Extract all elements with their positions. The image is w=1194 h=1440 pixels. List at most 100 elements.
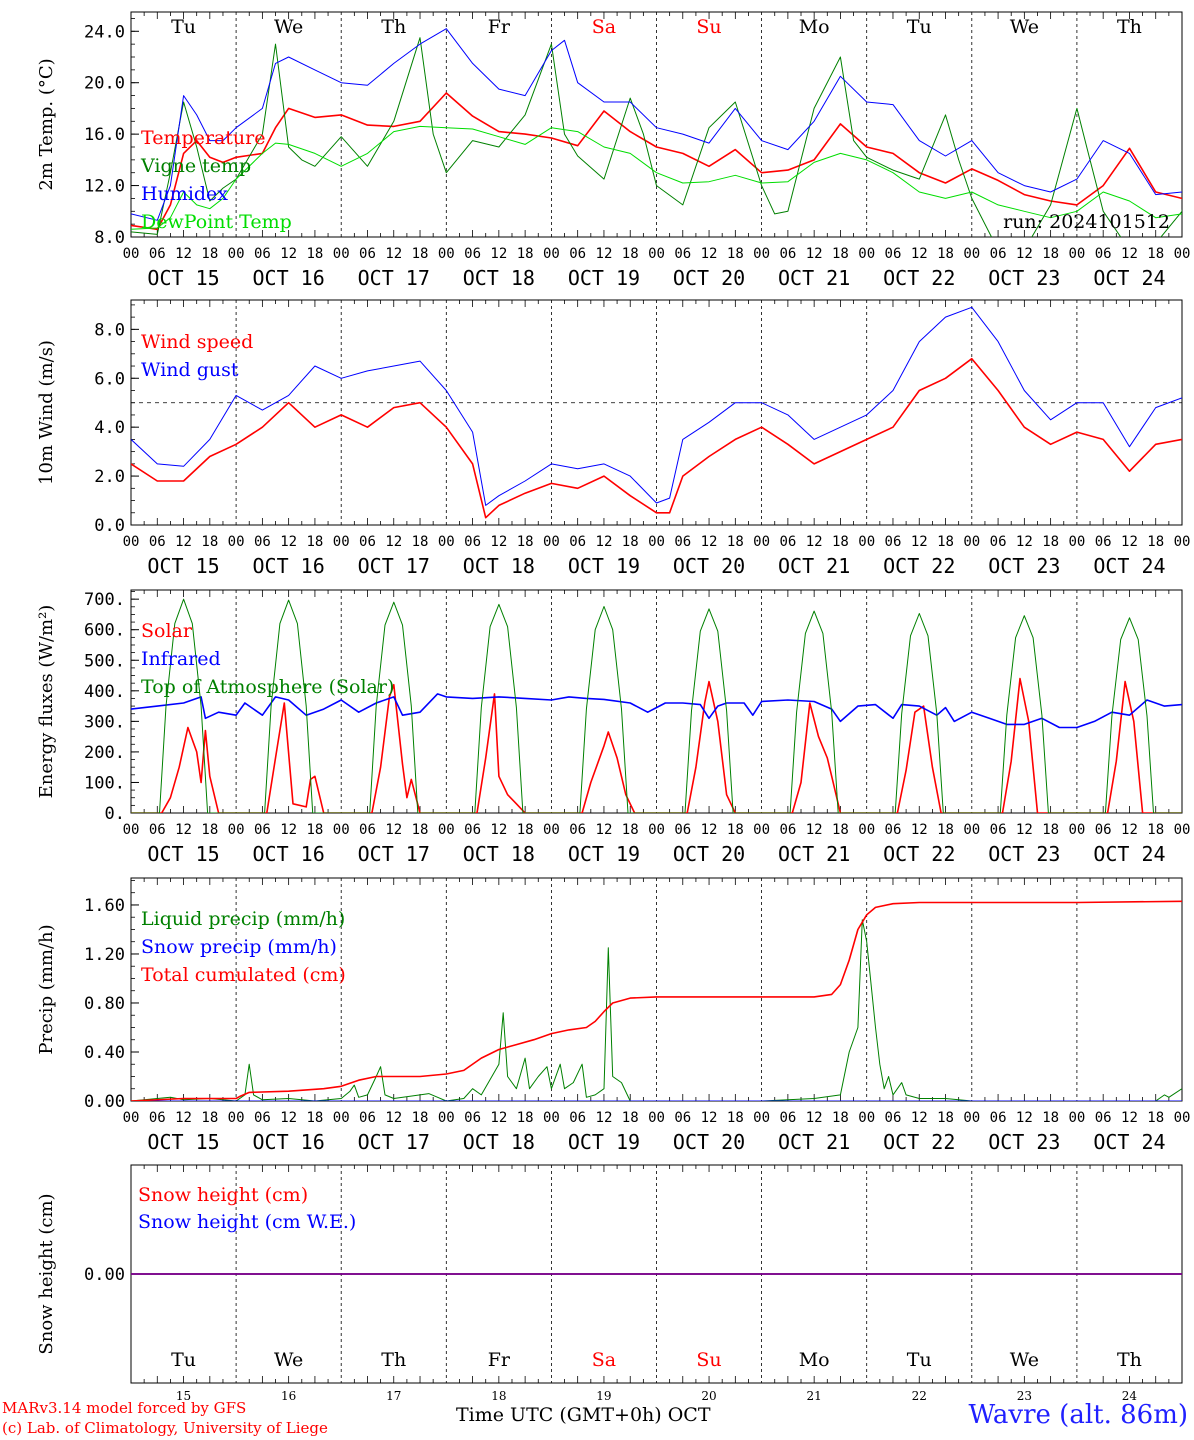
series-line-vigne-temp	[131, 37, 1182, 237]
hour-tick-label: 12	[1016, 246, 1033, 262]
hour-tick-label: 12	[701, 822, 718, 838]
panel-temp: 8.0 12.0 16.0 20.0 24.0 2m Temp. (°C) Tu We Th Fr…	[36, 11, 1190, 290]
hour-tick-label: 12	[175, 246, 192, 262]
hour-tick-label: 06	[1095, 1110, 1112, 1126]
hour-tick-label: 06	[254, 534, 271, 550]
hour-tick-label: 18	[201, 246, 218, 262]
hour-tick-label: 00	[858, 534, 875, 550]
day-number-label: 15	[176, 1389, 191, 1403]
hour-tick-label: 12	[280, 822, 297, 838]
date-label: OCT 19	[568, 554, 640, 578]
y-tick-label: 700.	[84, 590, 125, 610]
hour-tick-label: 12	[701, 1110, 718, 1126]
hour-tick-label: 06	[885, 246, 902, 262]
y-tick-label: 0.	[105, 804, 125, 824]
hour-tick-label: 06	[674, 534, 691, 550]
date-label: OCT 18	[463, 842, 535, 866]
y-tick-label: 12.0	[84, 177, 125, 197]
hour-tick-label: 12	[1121, 246, 1138, 262]
hour-tick-label: 12	[175, 1110, 192, 1126]
hour-tick-label: 18	[622, 246, 639, 262]
hour-tick-label: 06	[674, 822, 691, 838]
series-line-liquid-precip-mm-h-	[131, 919, 1182, 1101]
series-line-top-of-atmosphere-solar-	[131, 598, 1182, 813]
hour-tick-label: 18	[1147, 822, 1164, 838]
hour-tick-label: 06	[779, 822, 796, 838]
day-number-label: 18	[491, 1389, 506, 1403]
day-number-label: 19	[596, 1389, 611, 1403]
hour-tick-label: 12	[701, 246, 718, 262]
hour-tick-label: 00	[1068, 246, 1085, 262]
legend-solar: Solar	[141, 620, 193, 642]
date-label: OCT 23	[988, 1130, 1060, 1154]
hour-tick-label: 00	[123, 246, 140, 262]
hour-tick-label: 06	[149, 534, 166, 550]
hour-tick-label: 18	[727, 246, 744, 262]
date-label: OCT 24	[1093, 554, 1165, 578]
hour-tick-label: 00	[1174, 534, 1191, 550]
hour-tick-label: 00	[438, 822, 455, 838]
date-label: OCT 22	[883, 554, 955, 578]
hour-tick-label: 18	[201, 1110, 218, 1126]
hour-tick-label: 06	[569, 1110, 586, 1126]
weekday-label: Fr	[488, 1349, 511, 1371]
panel-snow: 0.00 Snow height (cm) Tu We Th Fr Sa Su Mo Tu We Th…	[36, 1164, 1183, 1403]
legend-top-of-atmosphere-solar-: Top of Atmosphere (Solar)	[141, 676, 394, 698]
hour-tick-label: 18	[832, 534, 849, 550]
weekday-label: Th	[1117, 1349, 1142, 1371]
y-tick-label: 2.0	[94, 467, 125, 487]
hour-tick-label: 06	[464, 246, 481, 262]
series-line-dewpoint-temp	[131, 125, 1182, 230]
hour-tick-label: 06	[1095, 534, 1112, 550]
day-number-label: 24	[1122, 1389, 1138, 1403]
date-label: OCT 20	[673, 1130, 745, 1154]
hour-tick-label: 18	[832, 246, 849, 262]
y-tick-label: 600.	[84, 621, 125, 641]
hour-tick-label: 18	[306, 246, 323, 262]
hour-tick-label: 06	[254, 1110, 271, 1126]
y-tick-label: 400.	[84, 682, 125, 702]
hour-tick-label: 06	[990, 822, 1007, 838]
hour-tick-label: 12	[1016, 1110, 1033, 1126]
legend-wind-gust: Wind gust	[141, 359, 239, 381]
y-tick-label: 0.00	[84, 1265, 125, 1285]
hour-tick-label: 18	[517, 246, 534, 262]
y-tick-label: 8.0	[94, 320, 125, 340]
date-label: OCT 18	[463, 1130, 535, 1154]
panel-frame	[130, 11, 1183, 238]
legend-vigne-temp: Vigne temp	[140, 155, 251, 177]
date-label: OCT 22	[883, 842, 955, 866]
hour-tick-label: 18	[937, 1110, 954, 1126]
legend-snow-height-cm-w-e-: Snow height (cm W.E.)	[138, 1211, 356, 1233]
hour-tick-label: 00	[858, 822, 875, 838]
panel-wind: 0.0 2.0 4.0 6.0 8.0 10m Wind (m/s) Wind speed W…	[36, 299, 1191, 578]
weekday-label: Mo	[799, 1349, 830, 1371]
footer-credits: MARv3.14 model forced by GFS (c) Lab. of…	[2, 1398, 328, 1438]
series-group	[131, 900, 1182, 1101]
hour-tick-label: 12	[596, 246, 613, 262]
y-tick-label: 200.	[84, 743, 125, 763]
weekday-label: Th	[381, 1349, 406, 1371]
date-label: OCT 22	[883, 266, 955, 290]
hour-tick-label: 12	[175, 534, 192, 550]
hour-tick-label: 06	[464, 534, 481, 550]
y-tick-label: 8.0	[94, 228, 125, 248]
hour-tick-label: 00	[333, 822, 350, 838]
hour-tick-label: 12	[490, 822, 507, 838]
hour-tick-label: 06	[359, 822, 376, 838]
hour-tick-label: 06	[149, 822, 166, 838]
hour-tick-label: 06	[885, 822, 902, 838]
weekday-label: We	[274, 16, 303, 38]
hour-tick-label: 12	[806, 1110, 823, 1126]
hour-tick-label: 18	[306, 1110, 323, 1126]
hour-tick-label: 18	[412, 246, 429, 262]
hour-tick-label: 06	[990, 534, 1007, 550]
hour-tick-label: 00	[753, 534, 770, 550]
hour-tick-label: 12	[911, 822, 928, 838]
hour-tick-label: 12	[911, 1110, 928, 1126]
hour-tick-label: 12	[385, 822, 402, 838]
hour-tick-label: 00	[963, 534, 980, 550]
y-tick-label: 0.0	[94, 516, 125, 536]
hour-tick-label: 18	[727, 822, 744, 838]
y-tick-label: 100.	[84, 773, 125, 793]
